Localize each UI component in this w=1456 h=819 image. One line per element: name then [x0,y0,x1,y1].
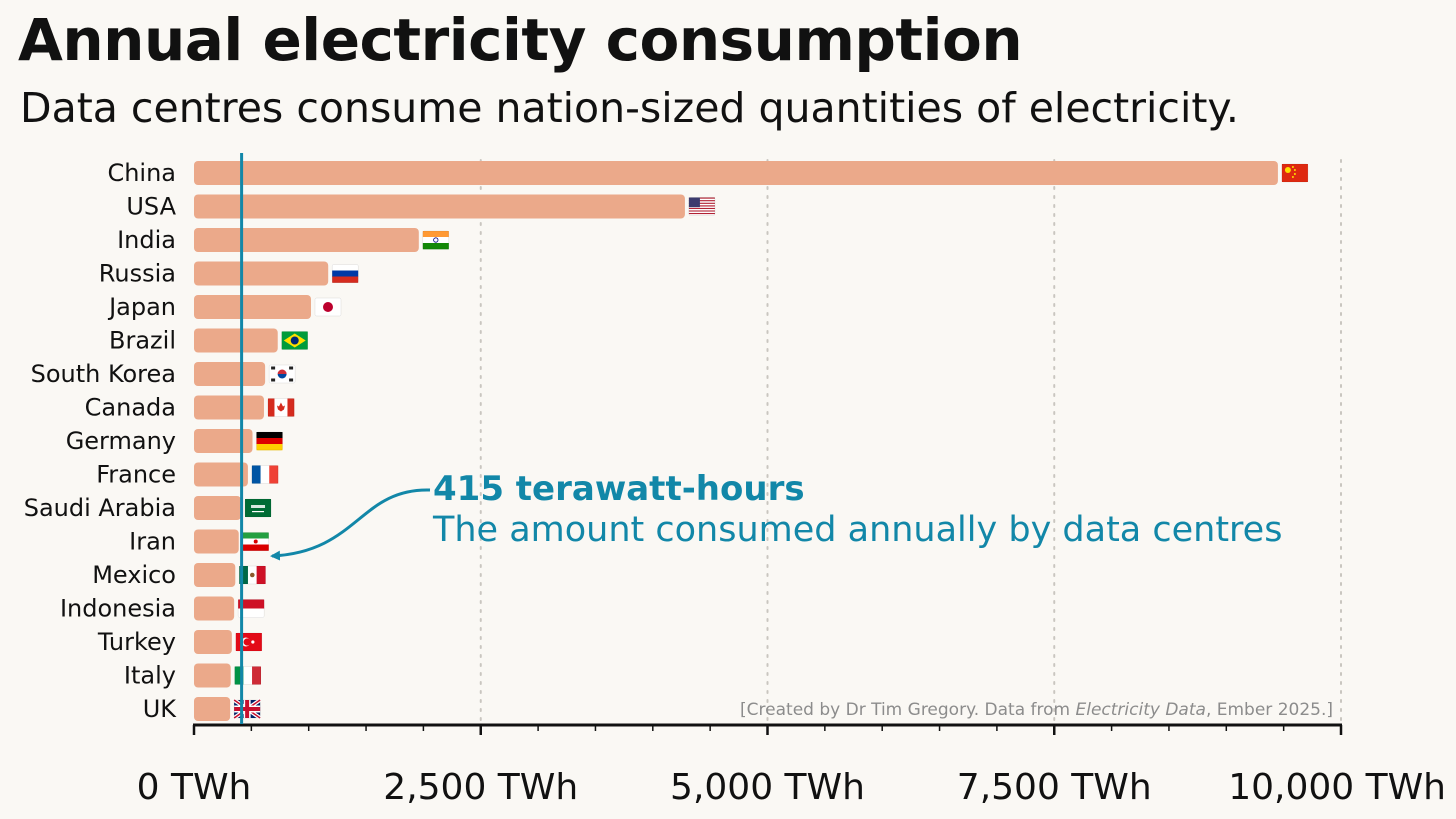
category-label: South Korea [31,360,176,388]
x-tick-label: 10,000 TWh [1228,767,1446,808]
category-label: Germany [66,427,176,455]
bar-china [194,161,1278,185]
flag-uk-icon [232,698,262,720]
category-label: Indonesia [60,595,176,623]
category-label: Italy [124,662,176,690]
flag-mexico-icon [239,565,266,585]
category-label: Japan [107,293,176,321]
flag-france-icon [251,465,279,484]
category-label: Brazil [109,327,176,355]
flag-japan-icon [314,297,342,317]
x-tick-label: 5,000 TWh [670,767,865,808]
bar-uk [194,697,231,721]
category-label: Iran [129,528,176,556]
flag-indonesia-icon [237,599,265,618]
flag-south-korea-icon [268,364,296,384]
bar-italy [194,663,231,688]
x-tick-label: 2,500 TWh [383,767,578,808]
bar-france [194,462,248,487]
flag-usa-icon [688,197,716,216]
category-label: USA [126,193,176,221]
flag-canada-icon [267,398,295,417]
flag-italy-icon [234,666,262,685]
flag-china-icon [1281,163,1309,183]
bars [194,161,1278,721]
flag-india-icon [422,230,450,250]
x-axis: 0 TWh 2,500 TWh 5,000 TWh 7,500 TWh 10,000 T… [137,723,1446,808]
bar-saudi-arabia [194,496,242,520]
bar-iran [194,529,239,554]
category-label: Mexico [92,561,176,589]
category-label: India [117,226,176,254]
bar-mexico [194,563,236,587]
source-prefix: [Created by Dr Tim Gregory. Data from [740,700,1075,720]
flag-saudi-arabia-icon [244,498,272,518]
category-label: UK [143,695,178,723]
annotation-arrow [270,488,431,561]
bar-japan [194,295,311,319]
x-tick-label: 0 TWh [137,767,252,808]
chart-title: Annual electricity consumption [18,6,1023,74]
category-label: Canada [85,394,176,422]
source-suffix: , Ember 2025.] [1206,700,1333,720]
bar-indonesia [194,596,235,621]
bar-usa [194,194,685,219]
source-italic: Electricity Data [1075,700,1205,720]
category-label: Saudi Arabia [24,494,176,522]
category-label: Russia [99,260,176,288]
flags [232,163,1309,720]
flag-russia-icon [331,264,359,283]
chart-subtitle: Data centres consume nation-sized quanti… [20,84,1239,132]
flag-turkey-icon [235,632,263,652]
source-note: [Created by Dr Tim Gregory. Data from El… [740,700,1333,720]
flag-germany-icon [256,431,283,451]
x-tick-label: 7,500 TWh [957,767,1152,808]
category-label: Turkey [97,628,176,656]
bar-south-korea [194,362,266,386]
bar-canada [194,395,264,420]
bar-india [194,228,419,252]
bar-russia [194,261,329,286]
bar-turkey [194,630,232,654]
bar-germany [194,429,253,453]
category-label: France [96,461,176,489]
category-label: China [107,159,176,187]
annotation-title: 415 terawatt-hours [433,469,805,509]
grid-lines [479,159,1342,722]
flag-iran-icon [242,532,269,551]
annotation-text: The amount consumed annually by data cen… [432,510,1282,550]
bar-brazil [194,328,278,353]
flag-brazil-icon [281,331,308,350]
category-labels: China USA India Russia Japan Brazil South Kore… [24,159,178,723]
